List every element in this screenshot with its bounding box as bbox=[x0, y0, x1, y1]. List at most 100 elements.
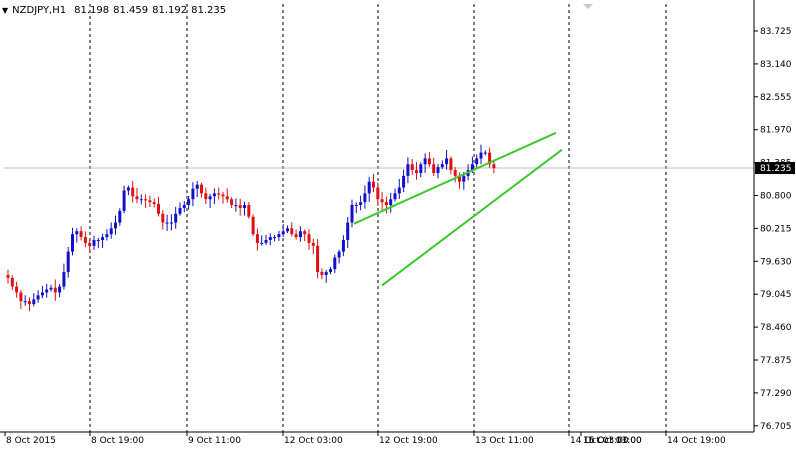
candle bbox=[71, 227, 74, 256]
candle-body bbox=[251, 216, 255, 235]
candle bbox=[260, 235, 264, 246]
price-tick-label: 82.555 bbox=[760, 93, 792, 103]
candle bbox=[92, 235, 96, 251]
candle-body bbox=[217, 193, 221, 195]
candle-body bbox=[462, 175, 466, 182]
candle-body bbox=[307, 234, 311, 243]
candle bbox=[131, 181, 135, 203]
candle bbox=[298, 226, 302, 242]
candle-body bbox=[45, 289, 49, 293]
time-tick-label: 8 Oct 19:00 bbox=[91, 436, 144, 446]
candle-body bbox=[290, 228, 294, 235]
candle bbox=[419, 162, 423, 178]
candle-body bbox=[49, 287, 53, 290]
candle bbox=[346, 216, 350, 249]
candle-body bbox=[144, 199, 148, 201]
candle-body bbox=[195, 184, 199, 189]
time-tick-label: 8 Oct 2015 bbox=[6, 436, 56, 446]
candle bbox=[105, 229, 109, 241]
candle bbox=[402, 169, 406, 193]
candle bbox=[393, 188, 397, 202]
candle bbox=[187, 195, 191, 210]
candle-body bbox=[303, 231, 307, 235]
candle-body bbox=[384, 202, 388, 206]
candle-body bbox=[174, 213, 178, 223]
candle bbox=[221, 191, 225, 204]
upper-wedge-line[interactable] bbox=[353, 131, 557, 225]
candle bbox=[479, 144, 483, 165]
candle bbox=[354, 202, 358, 214]
candle bbox=[389, 193, 393, 213]
candle bbox=[350, 199, 354, 228]
candle-body bbox=[492, 164, 496, 169]
candle bbox=[277, 230, 281, 241]
candle bbox=[243, 201, 246, 216]
candle-body bbox=[311, 242, 315, 246]
candle-body bbox=[148, 200, 152, 203]
candle-body bbox=[131, 187, 135, 197]
candle bbox=[157, 196, 160, 217]
price-tick-label: 77.290 bbox=[760, 389, 792, 399]
candle-body bbox=[152, 202, 156, 204]
current-price-box bbox=[755, 162, 795, 175]
candle bbox=[19, 290, 23, 310]
candle bbox=[118, 208, 122, 226]
candle-body bbox=[225, 196, 229, 200]
candle bbox=[410, 158, 414, 175]
current-price-label: 81.235 bbox=[760, 164, 792, 174]
candle bbox=[200, 182, 203, 198]
candle-body bbox=[286, 228, 289, 232]
candle-body bbox=[440, 164, 444, 168]
candle-body bbox=[105, 234, 109, 238]
candle-body bbox=[445, 158, 449, 165]
candle-body bbox=[62, 272, 66, 287]
time-axis[interactable]: 8 Oct 2015 8 Oct 19:00 9 Oct 11:00 12 Oct 0… bbox=[4, 432, 726, 446]
candle-body bbox=[238, 205, 242, 208]
candle-body bbox=[415, 170, 418, 173]
candle-body bbox=[329, 269, 332, 273]
candle bbox=[320, 268, 324, 280]
candle bbox=[268, 233, 272, 246]
candle-body bbox=[479, 152, 483, 159]
candle bbox=[58, 284, 62, 298]
candle bbox=[165, 214, 169, 232]
candle-body bbox=[71, 234, 74, 252]
price-tick-label: 80.800 bbox=[760, 192, 792, 202]
candle-body bbox=[350, 205, 354, 223]
candle bbox=[75, 228, 79, 243]
triangle-down-icon[interactable]: ▼ bbox=[2, 6, 9, 15]
candle bbox=[126, 185, 130, 196]
candle-body bbox=[169, 222, 173, 224]
candle-body bbox=[191, 188, 195, 200]
candle-body bbox=[488, 152, 492, 165]
candle-body bbox=[208, 196, 212, 200]
candle-body bbox=[277, 234, 281, 238]
chart-shift-marker-icon[interactable] bbox=[583, 4, 593, 9]
drawn-objects[interactable] bbox=[353, 131, 563, 287]
symbol-info-bar[interactable]: ▼ NZDJPY,H1 81.198 81.459 81.192 81.235 bbox=[2, 5, 226, 16]
candle bbox=[359, 195, 363, 211]
candle-body bbox=[221, 194, 225, 197]
vertical-grid bbox=[89, 4, 667, 432]
candle-body bbox=[19, 292, 23, 302]
price-axis[interactable]: 83.72583.14082.55581.97081.38580.80080.2… bbox=[754, 27, 795, 432]
candle-body bbox=[96, 239, 100, 241]
candle bbox=[453, 167, 457, 183]
candle-body bbox=[341, 239, 345, 252]
candle-body bbox=[436, 167, 440, 173]
candle-body bbox=[66, 251, 70, 273]
candle bbox=[169, 214, 173, 231]
lower-wedge-line[interactable] bbox=[381, 148, 563, 287]
time-tick-label: 16 Oct 03:00 bbox=[583, 436, 642, 446]
candle-body bbox=[40, 292, 44, 296]
candle-body bbox=[10, 277, 14, 287]
candle-body bbox=[247, 205, 251, 217]
candle-body bbox=[410, 164, 414, 171]
candle bbox=[230, 197, 234, 208]
candle bbox=[83, 231, 87, 247]
candle bbox=[122, 185, 126, 214]
price-tick-label: 79.630 bbox=[760, 257, 792, 267]
candle-body bbox=[363, 193, 367, 203]
